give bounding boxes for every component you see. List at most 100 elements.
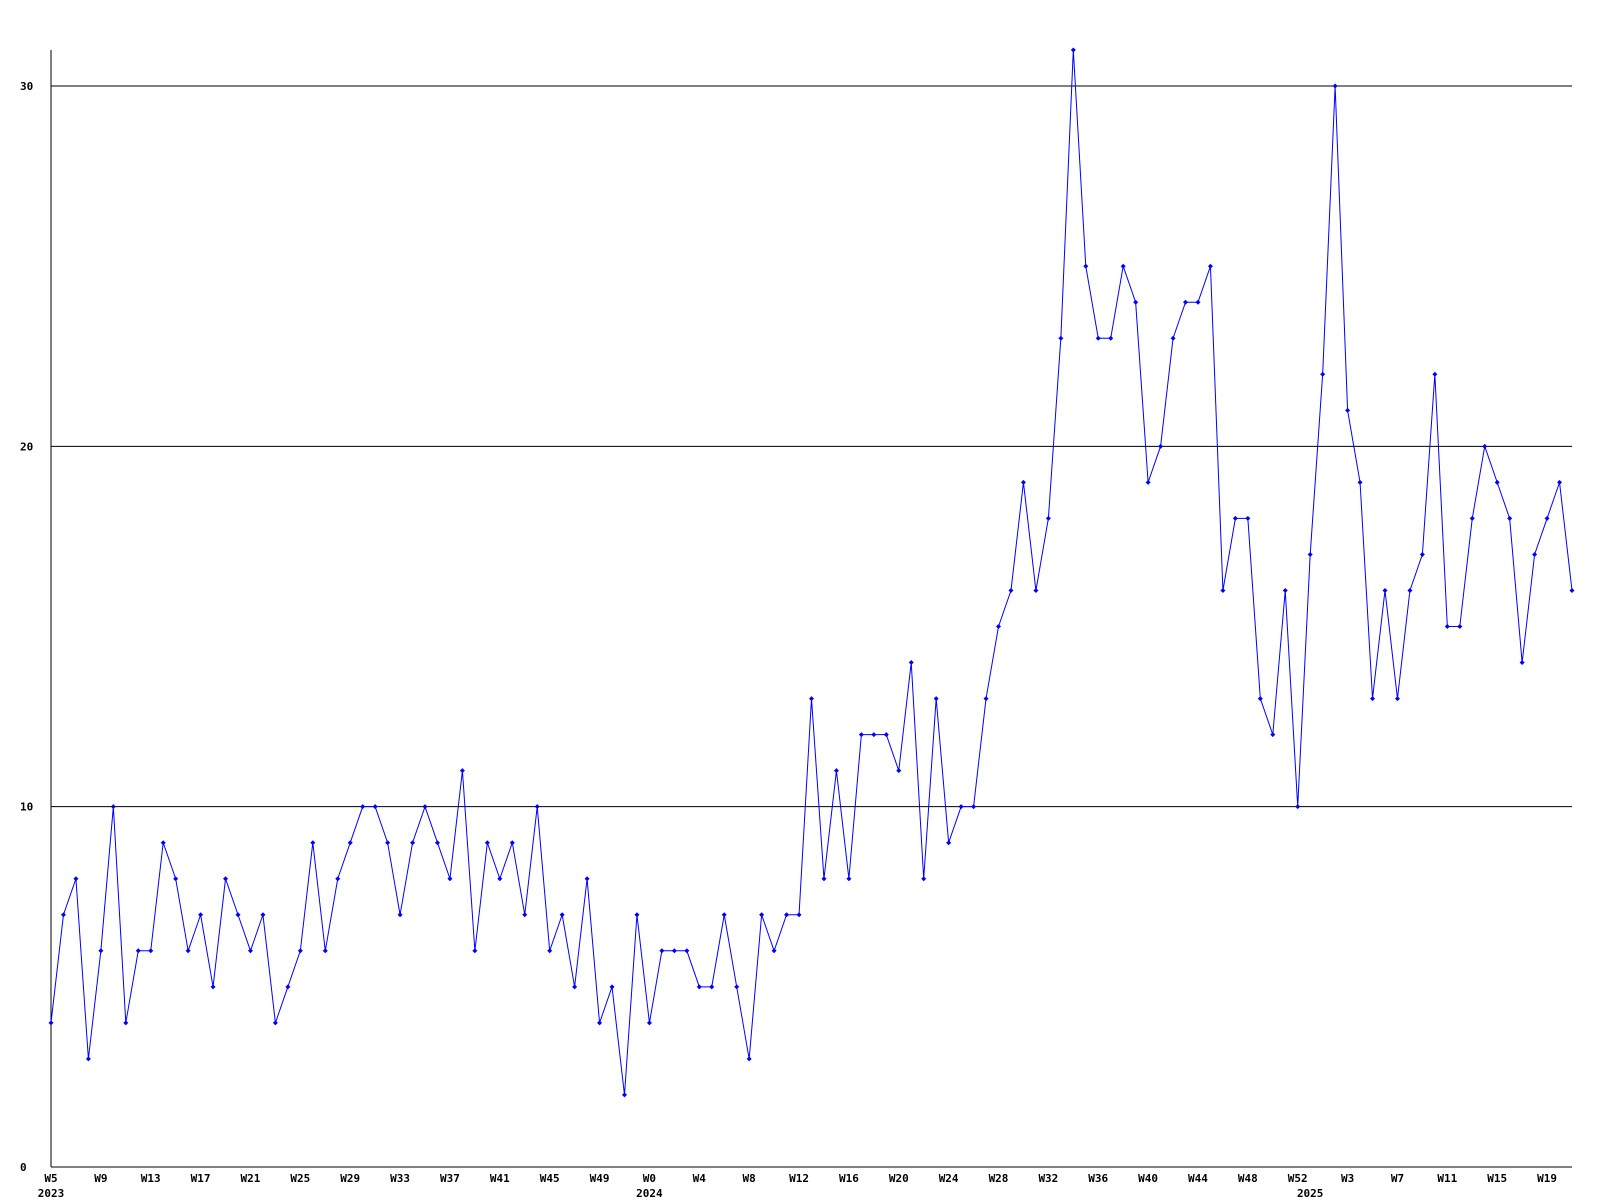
x-tick-label: W21 — [241, 1172, 261, 1185]
data-point — [1557, 479, 1563, 485]
data-point — [1407, 587, 1413, 593]
x-tick-label: W11 — [1437, 1172, 1457, 1185]
data-point — [509, 840, 515, 846]
data-point — [135, 948, 141, 954]
data-point — [933, 696, 939, 702]
data-point — [1345, 407, 1351, 413]
x-tick-label: W4 — [693, 1172, 707, 1185]
data-point — [1257, 696, 1263, 702]
year-label: 2025 — [1297, 1187, 1324, 1200]
data-point — [821, 876, 827, 882]
data-point — [335, 876, 341, 882]
data-point — [971, 804, 977, 810]
data-point — [584, 876, 590, 882]
x-tick-label: W45 — [540, 1172, 560, 1185]
data-point — [996, 624, 1002, 630]
data-point — [272, 1020, 278, 1026]
data-point — [1058, 335, 1064, 341]
data-point — [1008, 587, 1014, 593]
data-point — [372, 804, 378, 810]
x-tick-label: W24 — [939, 1172, 959, 1185]
data-point — [1183, 299, 1189, 305]
year-label: 2023 — [38, 1187, 65, 1200]
data-point — [559, 912, 565, 918]
data-point — [235, 912, 241, 918]
data-point — [1444, 624, 1450, 630]
data-point — [1507, 515, 1513, 521]
x-tick-label: W9 — [94, 1172, 107, 1185]
data-point — [721, 912, 727, 918]
data-point — [1432, 371, 1438, 377]
data-point — [846, 876, 852, 882]
data-point — [397, 912, 403, 918]
x-tick-label: W36 — [1088, 1172, 1108, 1185]
x-tick-label: W25 — [290, 1172, 310, 1185]
data-point — [260, 912, 266, 918]
data-point — [1020, 479, 1026, 485]
y-tick-label: 0 — [20, 1161, 27, 1174]
year-label: 2024 — [636, 1187, 663, 1200]
data-point — [609, 984, 615, 990]
data-point — [297, 948, 303, 954]
data-point — [1158, 443, 1164, 449]
data-point — [696, 984, 702, 990]
data-point — [983, 696, 989, 702]
data-point — [1569, 587, 1575, 593]
data-point — [360, 804, 366, 810]
data-point — [1232, 515, 1238, 521]
data-point — [472, 948, 478, 954]
data-point — [871, 732, 877, 738]
data-point — [908, 660, 914, 666]
data-point — [883, 732, 889, 738]
data-point — [160, 840, 166, 846]
data-point — [1469, 515, 1475, 521]
data-point — [946, 840, 952, 846]
data-point — [48, 1020, 54, 1026]
data-point — [110, 804, 116, 810]
data-point — [1120, 263, 1126, 269]
x-tick-label: W44 — [1188, 1172, 1208, 1185]
data-point — [1220, 587, 1226, 593]
data-point — [1045, 515, 1051, 521]
series-line — [50, 49, 1573, 1095]
data-point — [98, 948, 104, 954]
data-point — [1108, 335, 1114, 341]
data-point — [173, 876, 179, 882]
data-point — [1282, 587, 1288, 593]
data-point — [198, 912, 204, 918]
data-point — [1370, 696, 1376, 702]
data-point — [210, 984, 216, 990]
data-point — [85, 1056, 91, 1062]
y-tick-label: 30 — [20, 80, 33, 93]
data-point — [148, 948, 154, 954]
data-point — [484, 840, 490, 846]
data-point — [1544, 515, 1550, 521]
x-tick-label: W7 — [1391, 1172, 1404, 1185]
data-point — [347, 840, 353, 846]
data-point — [671, 948, 677, 954]
data-point — [1519, 660, 1525, 666]
data-point — [60, 912, 66, 918]
x-tick-label: W20 — [889, 1172, 909, 1185]
data-point — [1207, 263, 1213, 269]
x-tick-label: W41 — [490, 1172, 510, 1185]
data-point — [459, 768, 465, 774]
x-tick-label: W0 — [643, 1172, 656, 1185]
data-point — [734, 984, 740, 990]
data-point — [1394, 696, 1400, 702]
data-point — [771, 948, 777, 954]
data-point — [247, 948, 253, 954]
data-point — [684, 948, 690, 954]
data-point — [709, 984, 715, 990]
x-tick-label: W40 — [1138, 1172, 1158, 1185]
x-tick-label: W5 — [44, 1172, 57, 1185]
data-point — [1033, 587, 1039, 593]
x-tick-label: W3 — [1341, 1172, 1354, 1185]
data-point — [410, 840, 416, 846]
data-point — [1482, 443, 1488, 449]
x-tick-label: W28 — [989, 1172, 1009, 1185]
data-point — [809, 696, 814, 702]
data-point — [634, 912, 640, 918]
data-point — [185, 948, 191, 954]
